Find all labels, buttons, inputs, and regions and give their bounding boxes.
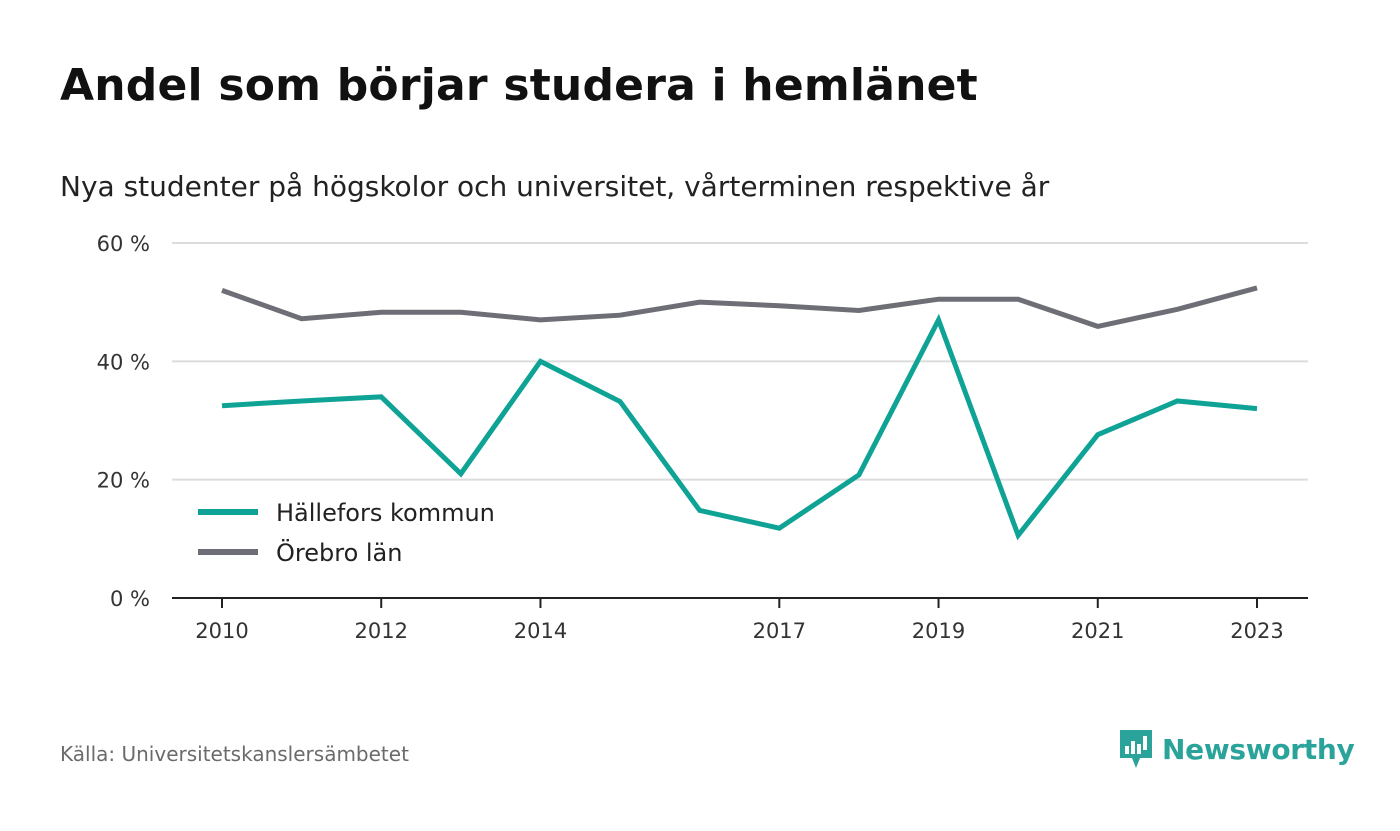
y-tick-label: 0 % <box>110 587 150 611</box>
y-tick-label: 40 % <box>97 350 150 374</box>
x-tick-label: 2023 <box>1230 619 1283 643</box>
chart-subtitle: Nya studenter på högskolor och universit… <box>60 170 1050 203</box>
source-note: Källa: Universitetskanslersämbetet <box>60 742 409 766</box>
x-tick-label: 2010 <box>195 619 248 643</box>
x-tick-label: 2017 <box>753 619 806 643</box>
brand-logo: Newsworthy <box>1118 728 1355 770</box>
x-tick-label: 2019 <box>912 619 965 643</box>
y-axis-ticks: 0 % 20 % 40 % 60 % <box>97 232 150 611</box>
y-tick-label: 60 % <box>97 232 150 256</box>
brand-name: Newsworthy <box>1162 732 1355 766</box>
newsworthy-logo-icon <box>1120 730 1152 768</box>
legend: Hällefors kommun Örebro län <box>198 499 495 567</box>
series-layer <box>221 285 1258 541</box>
legend-label: Hällefors kommun <box>276 499 495 527</box>
x-axis-ticks: 2010 2012 2014 2017 2019 2021 2023 <box>195 598 1284 643</box>
series-line-2 <box>221 285 1258 330</box>
series-line-1 <box>221 313 1258 541</box>
chart-title: Andel som börjar studera i hemlänet <box>60 60 978 111</box>
line-chart: 0 % 20 % 40 % 60 % 2010 2012 2014 2017 2019 2021… <box>97 232 1308 643</box>
x-tick-label: 2021 <box>1071 619 1124 643</box>
y-tick-label: 20 % <box>97 469 150 493</box>
x-tick-label: 2012 <box>355 619 408 643</box>
legend-label: Örebro län <box>276 538 402 567</box>
grid-lines <box>172 242 1308 599</box>
x-tick-label: 2014 <box>514 619 567 643</box>
